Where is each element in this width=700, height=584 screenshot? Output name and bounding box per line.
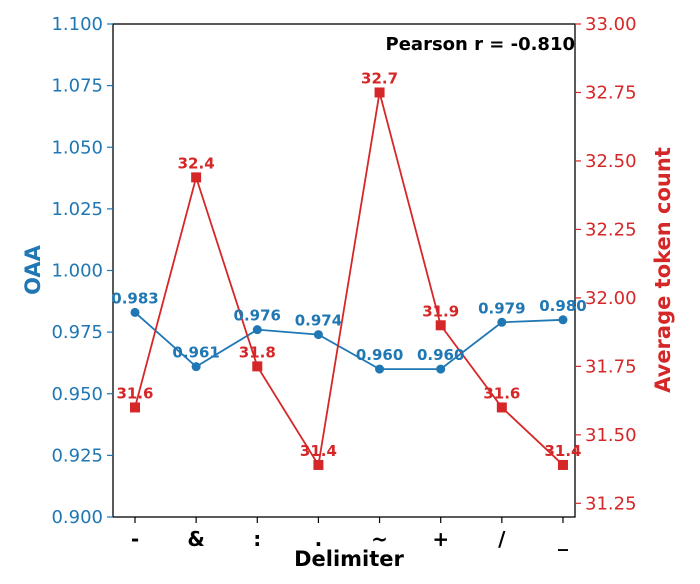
- oaa-point: [130, 307, 140, 317]
- token-count-point: [191, 172, 202, 183]
- right-tick-label: 32.75: [585, 82, 637, 103]
- x-tick-label: /: [498, 527, 506, 551]
- left-tick-label: 0.950: [51, 384, 103, 405]
- oaa-data-label: 0.976: [234, 307, 281, 325]
- x-axis-title: Delimiter: [294, 547, 404, 571]
- pearson-annotation: Pearson r = -0.810: [386, 34, 575, 55]
- plot-frame: [112, 23, 576, 518]
- x-tick-label: ~: [371, 527, 388, 551]
- right-tick-label: 32.25: [585, 219, 637, 240]
- token-count-data-label: 31.4: [300, 442, 337, 460]
- token-count-series-line: [134, 92, 564, 468]
- token-count-point: [557, 459, 568, 470]
- left-tick-label: 0.975: [51, 322, 103, 343]
- oaa-point: [252, 325, 262, 335]
- left-tick-label: 0.900: [51, 507, 103, 528]
- labels-layer: 0.983 0.961 0.976 0.974 0.960 0.960 0.979 0.980…: [111, 69, 586, 459]
- right-tick-label: 33.00: [585, 14, 637, 35]
- oaa-data-label: 0.974: [295, 312, 342, 330]
- oaa-point: [558, 315, 568, 325]
- x-tick-label: -: [131, 527, 139, 551]
- token-count-data-label: 32.4: [178, 154, 215, 172]
- x-tick-label: _: [558, 527, 568, 551]
- left-tick-label: 1.025: [51, 199, 103, 220]
- token-count-point: [496, 402, 507, 413]
- oaa-data-label: 0.980: [539, 297, 586, 315]
- left-tick-label: 1.100: [51, 14, 103, 35]
- oaa-point: [436, 364, 446, 374]
- token-count-point: [435, 320, 446, 331]
- x-tick-label: .: [315, 527, 323, 551]
- axes-layer: 0.900 0.925 0.950 0.975 1.000 1.025 1.050 1.075…: [51, 14, 636, 551]
- x-tick-label: +: [432, 527, 449, 551]
- right-tick-label: 32.50: [585, 151, 637, 172]
- oaa-data-label: 0.960: [356, 346, 403, 364]
- left-tick-label: 1.075: [51, 76, 103, 97]
- oaa-data-label: 0.979: [478, 299, 525, 317]
- token-count-point: [130, 402, 140, 413]
- oaa-point: [497, 317, 507, 327]
- left-tick-label: 0.925: [51, 445, 103, 466]
- oaa-series-line: [134, 311, 564, 371]
- series-layer: [130, 87, 568, 470]
- token-count-point: [374, 87, 385, 98]
- token-count-data-label: 32.7: [361, 69, 398, 87]
- token-count-point: [313, 459, 324, 470]
- right-tick-label: 31.50: [585, 425, 637, 446]
- oaa-data-label: 0.960: [417, 346, 464, 364]
- right-tick-label: 31.25: [585, 493, 637, 514]
- oaa-point: [191, 362, 201, 372]
- right-tick-label: 32.00: [585, 288, 637, 309]
- token-count-data-label: 31.4: [544, 442, 581, 460]
- left-axis-title: OAA: [21, 244, 45, 295]
- oaa-point: [313, 330, 323, 340]
- x-tick-label: &: [187, 527, 204, 551]
- token-count-data-label: 31.6: [116, 384, 153, 402]
- right-axis-title: Average token count: [651, 147, 675, 393]
- right-tick-label: 31.75: [585, 356, 637, 377]
- token-count-data-label: 31.8: [239, 343, 276, 361]
- oaa-data-label: 0.961: [172, 344, 219, 362]
- oaa-point: [375, 364, 385, 374]
- left-tick-label: 1.000: [51, 261, 103, 282]
- oaa-data-label: 0.983: [111, 289, 158, 307]
- token-count-point: [252, 361, 263, 372]
- x-tick-label: :: [253, 527, 261, 551]
- token-count-data-label: 31.6: [483, 384, 520, 402]
- left-tick-label: 1.050: [51, 137, 103, 158]
- token-count-data-label: 31.9: [422, 302, 459, 320]
